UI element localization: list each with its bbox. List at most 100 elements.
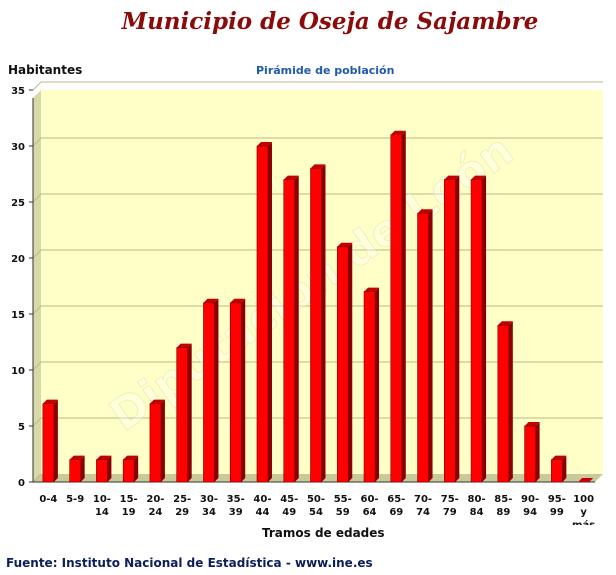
- bar-side: [134, 455, 139, 482]
- gridline-diag: [32, 137, 42, 147]
- x-tick-label: 59: [336, 507, 350, 518]
- bar-face: [390, 134, 403, 483]
- gridline-diag: [32, 305, 42, 315]
- x-tick-label: y: [580, 507, 587, 518]
- bar-side: [348, 242, 353, 482]
- x-tick-label: más: [572, 519, 595, 525]
- x-tick-label: 69: [389, 507, 403, 518]
- bar: [96, 455, 112, 483]
- bar-face: [149, 403, 162, 483]
- bar: [390, 130, 406, 483]
- bar-side: [535, 422, 540, 482]
- source-note: Fuente: Instituto Nacional de Estadístic…: [6, 556, 373, 570]
- y-axis-label: Habitantes: [8, 63, 83, 77]
- bar-face: [310, 168, 322, 483]
- bar: [122, 455, 139, 483]
- bar-side: [80, 455, 85, 482]
- x-tick-label: 30-: [200, 494, 218, 505]
- bar-side: [455, 175, 460, 482]
- gridline-diag: [32, 249, 42, 259]
- chart-title: Municipio de Oseja de Sajambre: [121, 8, 539, 35]
- bar-top: [310, 164, 326, 169]
- x-tick-label: 15-: [120, 494, 138, 505]
- bar-face: [256, 145, 269, 483]
- plot-side-wall: [33, 90, 41, 482]
- bar: [149, 399, 165, 483]
- bar-top: [497, 321, 513, 326]
- bar-top: [390, 130, 406, 135]
- x-tick-label: 24: [148, 507, 162, 518]
- x-tick-label: 100: [573, 494, 594, 505]
- x-tick-label: 70-: [414, 494, 432, 505]
- bar-top: [256, 142, 272, 146]
- bar-top: [578, 478, 594, 482]
- bar-side: [321, 164, 326, 482]
- bar: [42, 399, 58, 483]
- x-tick-label: 44: [256, 507, 270, 518]
- bar-side: [214, 298, 219, 482]
- bar-side: [401, 130, 406, 483]
- y-tick-label: 30: [11, 142, 25, 153]
- bar-face: [497, 324, 510, 483]
- x-tick-label: 29: [175, 507, 189, 518]
- bar-top: [283, 175, 299, 180]
- bar: [336, 242, 353, 483]
- bar-side: [241, 298, 246, 482]
- bar-top: [417, 209, 433, 214]
- bar-side: [160, 399, 165, 482]
- chart-subtitle: Pirámide de población: [256, 64, 395, 77]
- x-tick-label: 80-: [468, 494, 486, 505]
- y-tick-label: 35: [11, 86, 25, 97]
- bar: [176, 343, 192, 483]
- bar: [310, 164, 326, 483]
- bar-face: [417, 212, 429, 483]
- bar-top: [149, 399, 165, 404]
- bar-side: [375, 287, 380, 482]
- bar-top: [96, 455, 112, 460]
- x-tick-label: 65-: [387, 494, 405, 505]
- bar-side: [482, 175, 487, 482]
- bar-face: [444, 179, 456, 483]
- x-tick-label: 74: [416, 507, 430, 518]
- x-tick-label: 35-: [227, 494, 245, 505]
- bar: [283, 175, 299, 483]
- bar-top: [69, 455, 85, 460]
- gridline-diag: [32, 81, 42, 91]
- x-tick-label: 34: [202, 507, 216, 518]
- bar-face: [69, 459, 81, 483]
- bar: [69, 455, 85, 483]
- x-tick-label: 75-: [441, 494, 459, 505]
- x-tick-label: 85-: [494, 494, 512, 505]
- bar-face: [524, 425, 536, 483]
- bar-face: [42, 403, 55, 483]
- bar-face: [203, 302, 215, 483]
- bar-top: [337, 242, 353, 247]
- x-tick-label: 40-: [253, 494, 271, 505]
- bar-top: [524, 422, 540, 426]
- y-tick-label: 5: [18, 422, 25, 433]
- x-tick-label: 10-: [93, 494, 111, 505]
- bar-face: [551, 459, 563, 483]
- bar-side: [187, 343, 192, 482]
- x-tick-label: 84: [470, 507, 484, 518]
- bar-side: [294, 175, 299, 482]
- bar-side: [107, 455, 112, 482]
- x-tick-label: 45-: [280, 494, 298, 505]
- bar-face: [336, 246, 349, 483]
- x-tick-label: 5-9: [66, 494, 84, 505]
- gridline-diag: [32, 361, 42, 371]
- x-tick-label: 64: [363, 507, 377, 518]
- bar-top: [123, 455, 139, 460]
- bar: [444, 175, 460, 483]
- bar: [203, 298, 219, 483]
- bar-top: [444, 175, 460, 180]
- bar-side: [428, 209, 433, 482]
- y-tick-label: 0: [18, 478, 25, 489]
- x-tick-label: 25-: [173, 494, 191, 505]
- x-tick-label: 94: [523, 507, 537, 518]
- bar-top: [551, 455, 567, 460]
- x-tick-label: 90-: [521, 494, 539, 505]
- bar-face: [176, 347, 188, 483]
- bar-side: [53, 399, 58, 482]
- bar: [497, 321, 513, 483]
